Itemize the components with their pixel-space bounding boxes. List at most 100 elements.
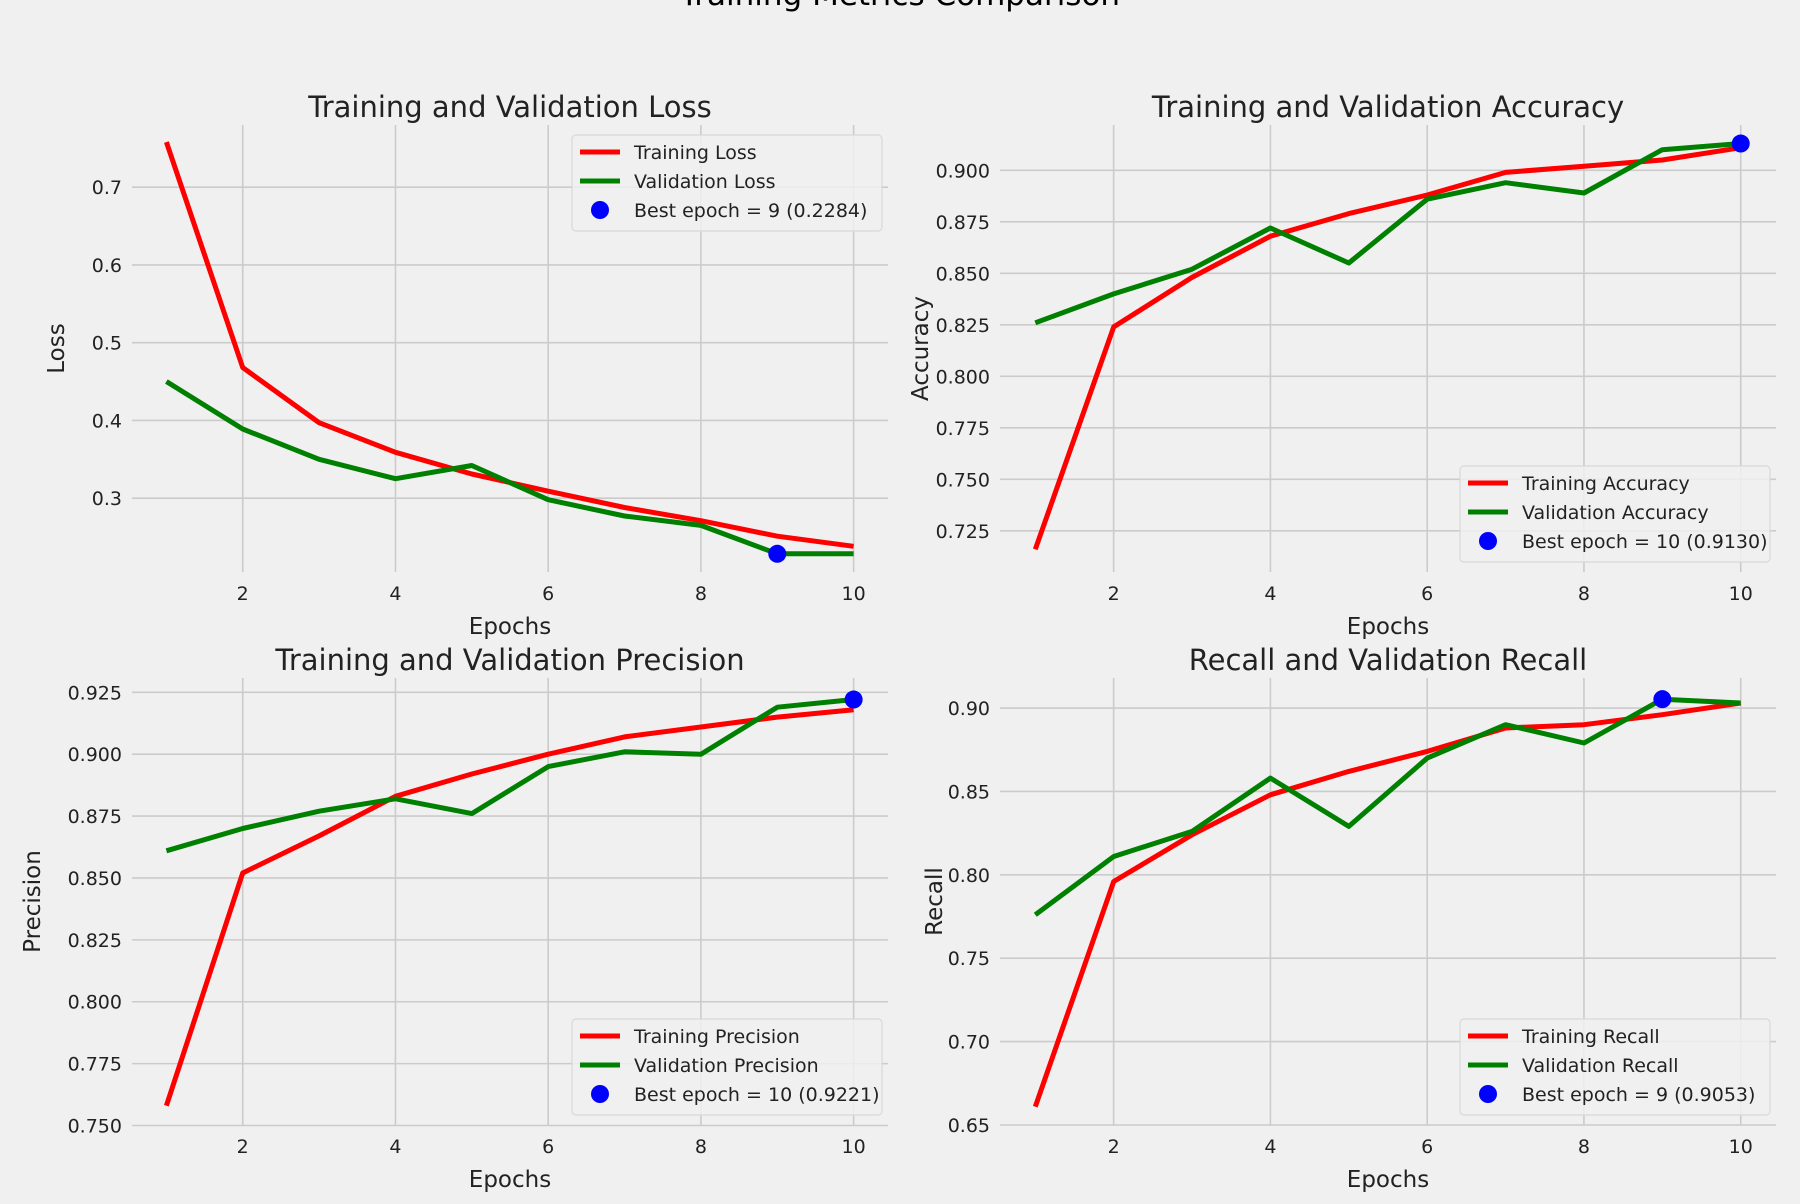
legend-best-epoch-label: Best epoch = 9 (0.9053) bbox=[1522, 1084, 1755, 1106]
x-tick-label: 6 bbox=[542, 583, 554, 605]
validation-series-line bbox=[165, 379, 854, 557]
x-axis-label: Epochs bbox=[1347, 614, 1429, 640]
y-tick-label: 0.850 bbox=[936, 263, 990, 285]
x-tick-label: 4 bbox=[1264, 583, 1276, 605]
y-tick-label: 0.825 bbox=[936, 315, 990, 337]
legend: Training Accuracy Validation Accuracy Best… bbox=[1459, 465, 1771, 563]
y-tick-label: 0.875 bbox=[68, 806, 122, 828]
legend-validation-label: Validation Precision bbox=[634, 1055, 819, 1077]
y-tick-label: 0.725 bbox=[936, 521, 990, 543]
y-tick-label: 0.3 bbox=[92, 488, 122, 510]
legend: Training Recall Validation Recall Best epo… bbox=[1459, 1018, 1771, 1116]
best-epoch-marker bbox=[844, 690, 863, 709]
y-tick-label: 0.800 bbox=[936, 366, 990, 388]
x-tick-label: 8 bbox=[695, 1136, 707, 1158]
x-tick-label: 4 bbox=[1264, 1136, 1276, 1158]
x-tick-label: 4 bbox=[389, 583, 401, 605]
y-tick-label: 0.750 bbox=[68, 1115, 122, 1137]
y-tick-label: 0.85 bbox=[948, 781, 990, 803]
x-tick-label: 10 bbox=[842, 583, 866, 605]
y-axis-label: Precision bbox=[20, 850, 46, 953]
subplot-3: 2 4 6 8 10 0.750 0.775 0.800 0.825 0.850 0.875 0.90… bbox=[20, 643, 888, 1193]
legend-best-epoch-swatch bbox=[591, 1085, 609, 1103]
legend-best-epoch-label: Best epoch = 10 (0.9130) bbox=[1522, 531, 1768, 553]
x-tick-label: 8 bbox=[695, 583, 707, 605]
y-tick-label: 0.750 bbox=[936, 469, 990, 491]
x-tick-label: 10 bbox=[1729, 1136, 1753, 1158]
validation-series-line bbox=[1034, 141, 1741, 326]
x-tick-label: 2 bbox=[1108, 583, 1120, 605]
x-tick-label: 2 bbox=[237, 583, 249, 605]
x-tick-label: 8 bbox=[1578, 1136, 1590, 1158]
y-tick-label: 0.5 bbox=[92, 333, 122, 355]
legend-box bbox=[571, 1018, 883, 1116]
training-series-line bbox=[164, 707, 854, 1107]
validation-series-line bbox=[1033, 696, 1741, 917]
legend-best-epoch-label: Best epoch = 9 (0.2284) bbox=[634, 200, 867, 222]
training-series-line bbox=[1032, 145, 1742, 551]
y-tick-label: 0.900 bbox=[936, 160, 990, 182]
subplot-title: Training and Validation Loss bbox=[307, 90, 711, 124]
x-axis-label: Epochs bbox=[469, 1167, 551, 1193]
legend-box bbox=[1459, 1018, 1771, 1116]
subplot-title: Training and Validation Accuracy bbox=[1151, 90, 1624, 124]
subplot-1: 2 4 6 8 10 0.3 0.4 0.5 0.6 0.7 Epochs Loss Training … bbox=[44, 90, 888, 640]
subplot-2: 2 4 6 8 10 0.725 0.750 0.775 0.800 0.825 0.850 0.87… bbox=[908, 90, 1776, 640]
legend-validation-label: Validation Loss bbox=[634, 171, 776, 193]
y-tick-label: 0.775 bbox=[68, 1054, 122, 1076]
y-tick-label: 0.75 bbox=[948, 948, 990, 970]
legend-training-label: Training Recall bbox=[1521, 1026, 1660, 1048]
legend-training-label: Training Loss bbox=[633, 142, 757, 164]
y-axis-label: Accuracy bbox=[908, 296, 934, 401]
legend: Training Loss Validation Loss Best epoch =… bbox=[571, 134, 883, 232]
x-axis-label: Epochs bbox=[1347, 1167, 1429, 1193]
x-tick-label: 6 bbox=[542, 1136, 554, 1158]
x-tick-label: 10 bbox=[842, 1136, 866, 1158]
y-tick-label: 0.800 bbox=[68, 992, 122, 1014]
x-tick-label: 2 bbox=[1108, 1136, 1120, 1158]
x-tick-label: 8 bbox=[1578, 583, 1590, 605]
suptitle-clip: Training Metrics Comparison bbox=[0, 0, 1800, 12]
best-epoch-marker bbox=[768, 544, 787, 563]
y-tick-label: 0.65 bbox=[948, 1115, 990, 1137]
x-tick-label: 6 bbox=[1421, 583, 1433, 605]
y-axis-label: Recall bbox=[922, 867, 948, 936]
validation-series-line bbox=[165, 697, 854, 854]
legend-best-epoch-label: Best epoch = 10 (0.9221) bbox=[634, 1084, 880, 1106]
subplot-title: Recall and Validation Recall bbox=[1189, 643, 1587, 677]
y-tick-label: 0.775 bbox=[936, 418, 990, 440]
legend-box bbox=[1459, 465, 1771, 563]
legend-training-label: Training Accuracy bbox=[1521, 473, 1690, 495]
y-tick-label: 0.80 bbox=[948, 865, 990, 887]
legend-training-label: Training Precision bbox=[633, 1026, 800, 1048]
figure-suptitle: Training Metrics Comparison bbox=[0, 0, 1800, 12]
y-tick-label: 0.7 bbox=[92, 177, 122, 199]
y-tick-label: 0.925 bbox=[68, 682, 122, 704]
x-tick-label: 2 bbox=[237, 1136, 249, 1158]
subplot-4: 2 4 6 8 10 0.65 0.70 0.75 0.80 0.85 0.90 Epochs Reca… bbox=[922, 643, 1776, 1193]
y-axis-label: Loss bbox=[44, 323, 70, 373]
legend-best-epoch-swatch bbox=[1479, 1085, 1497, 1103]
best-epoch-marker bbox=[1653, 690, 1672, 709]
x-tick-label: 10 bbox=[1729, 583, 1753, 605]
legend-best-epoch-swatch bbox=[1479, 532, 1497, 550]
legend: Training Precision Validation Precision Be… bbox=[571, 1018, 883, 1116]
legend-best-epoch-swatch bbox=[591, 201, 609, 219]
y-tick-label: 0.4 bbox=[92, 410, 122, 432]
y-tick-label: 0.850 bbox=[68, 868, 122, 890]
y-tick-label: 0.6 bbox=[92, 255, 122, 277]
x-tick-label: 6 bbox=[1421, 1136, 1433, 1158]
y-tick-label: 0.90 bbox=[948, 698, 990, 720]
legend-box bbox=[571, 134, 883, 232]
y-tick-label: 0.900 bbox=[68, 744, 122, 766]
x-axis-label: Epochs bbox=[469, 614, 551, 640]
y-tick-label: 0.825 bbox=[68, 930, 122, 952]
subplot-title: Training and Validation Precision bbox=[274, 643, 744, 677]
x-tick-label: 4 bbox=[389, 1136, 401, 1158]
legend-validation-label: Validation Accuracy bbox=[1522, 502, 1709, 524]
best-epoch-marker bbox=[1731, 134, 1750, 153]
y-tick-label: 0.70 bbox=[948, 1032, 990, 1054]
y-tick-label: 0.875 bbox=[936, 212, 990, 234]
